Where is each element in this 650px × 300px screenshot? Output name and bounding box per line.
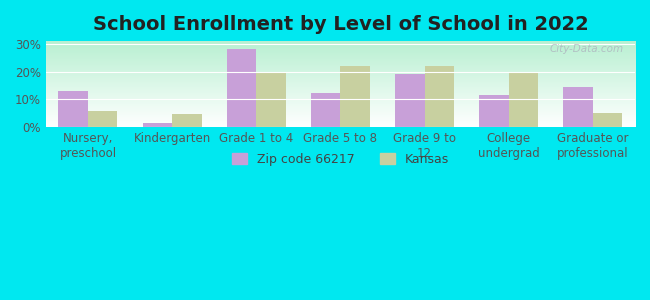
Bar bbox=[424, 66, 454, 127]
Bar bbox=[395, 74, 424, 127]
Bar bbox=[341, 66, 370, 127]
Bar bbox=[593, 113, 623, 127]
Bar bbox=[227, 50, 256, 127]
Bar bbox=[88, 111, 118, 127]
Title: School Enrollment by Level of School in 2022: School Enrollment by Level of School in … bbox=[92, 15, 588, 34]
Bar bbox=[311, 92, 341, 127]
Bar bbox=[509, 72, 538, 127]
Bar bbox=[479, 95, 509, 127]
Bar bbox=[564, 87, 593, 127]
Bar bbox=[256, 72, 286, 127]
Bar bbox=[142, 123, 172, 127]
Legend: Zip code 66217, Kansas: Zip code 66217, Kansas bbox=[227, 148, 454, 171]
Text: City-Data.com: City-Data.com bbox=[549, 44, 623, 54]
Bar bbox=[58, 91, 88, 127]
Bar bbox=[172, 114, 202, 127]
